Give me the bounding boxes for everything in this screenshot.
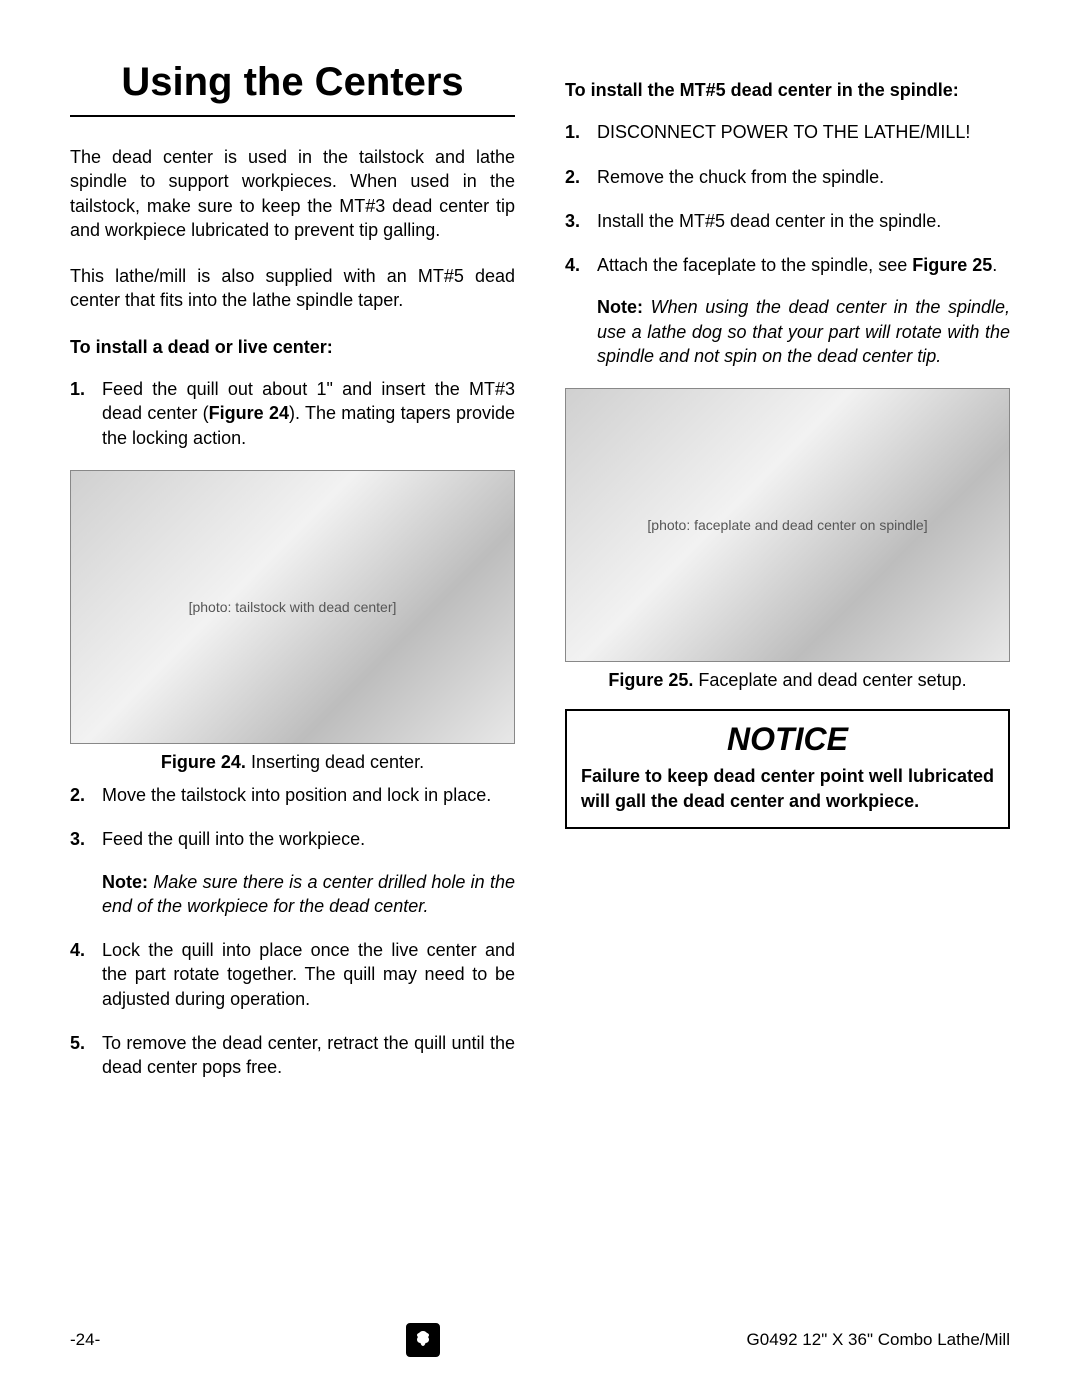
brand-logo-icon <box>406 1323 440 1357</box>
left-step-4: Lock the quill into place once the live … <box>70 938 515 1011</box>
manual-page: Using the Centers The dead center is use… <box>0 0 1080 1397</box>
right-step-1: DISCONNECT POWER TO THE LATHE/MILL! <box>565 120 1010 144</box>
left-column: Using the Centers The dead center is use… <box>70 60 515 1100</box>
page-number: -24- <box>70 1330 100 1350</box>
notice-box: NOTICE Failure to keep dead center point… <box>565 709 1010 829</box>
left-steps-list-cont: Move the tailstock into position and loc… <box>70 783 515 1080</box>
step-text: Move the tailstock into position and loc… <box>102 785 491 805</box>
notice-body: Failure to keep dead center point well l… <box>581 764 994 813</box>
intro-paragraph-1: The dead center is used in the tailstock… <box>70 145 515 242</box>
step-text: DISCONNECT POWER TO THE LATHE/MILL! <box>597 122 970 142</box>
left-step-2: Move the tailstock into position and loc… <box>70 783 515 807</box>
left-step-3: Feed the quill into the workpiece. Note:… <box>70 827 515 918</box>
figure-ref: Figure 24 <box>209 403 289 423</box>
right-column: To install the MT#5 dead center in the s… <box>565 60 1010 1100</box>
right-step-2: Remove the chuck from the spindle. <box>565 165 1010 189</box>
note-label: Note: <box>102 872 148 892</box>
left-procedure-heading: To install a dead or live center: <box>70 335 515 359</box>
step-text-pre: Attach the faceplate to the spindle, see <box>597 255 912 275</box>
figure-24-caption-text: Inserting dead center. <box>251 752 424 772</box>
right-step-4-note: Note: When using the dead center in the … <box>597 295 1010 368</box>
right-step-4: Attach the faceplate to the spindle, see… <box>565 253 1010 368</box>
step-text: Feed the quill into the workpiece. <box>102 829 365 849</box>
note-body: Make sure there is a center drilled hole… <box>102 872 515 916</box>
figure-24-label: Figure 24. <box>161 752 246 772</box>
left-steps-list: Feed the quill out about 1" and insert t… <box>70 377 515 450</box>
figure-ref: Figure 25 <box>912 255 992 275</box>
page-footer: -24- G0492 12" X 36" Combo Lathe/Mill <box>70 1323 1010 1357</box>
figure-24-caption: Figure 24. Inserting dead center. <box>70 752 515 773</box>
figure-25: [photo: faceplate and dead center on spi… <box>565 388 1010 691</box>
section-title: Using the Centers <box>70 60 515 117</box>
figure-25-label: Figure 25. <box>608 670 693 690</box>
right-procedure-heading: To install the MT#5 dead center in the s… <box>565 78 1010 102</box>
left-step-1: Feed the quill out about 1" and insert t… <box>70 377 515 450</box>
document-title: G0492 12" X 36" Combo Lathe/Mill <box>747 1330 1010 1350</box>
figure-25-caption: Figure 25. Faceplate and dead center set… <box>565 670 1010 691</box>
left-step-5: To remove the dead center, retract the q… <box>70 1031 515 1080</box>
step-text: Lock the quill into place once the live … <box>102 940 515 1009</box>
step-text-post: . <box>992 255 997 275</box>
figure-24: [photo: tailstock with dead center] Figu… <box>70 470 515 773</box>
notice-title: NOTICE <box>581 721 994 758</box>
right-steps-list: DISCONNECT POWER TO THE LATHE/MILL! Remo… <box>565 120 1010 368</box>
step-text: To remove the dead center, retract the q… <box>102 1033 515 1077</box>
step-text: Install the MT#5 dead center in the spin… <box>597 211 941 231</box>
figure-25-caption-text: Faceplate and dead center setup. <box>698 670 966 690</box>
figure-24-image: [photo: tailstock with dead center] <box>70 470 515 744</box>
step-text: Remove the chuck from the spindle. <box>597 167 884 187</box>
two-column-layout: Using the Centers The dead center is use… <box>70 60 1010 1100</box>
note-body: When using the dead center in the spindl… <box>597 297 1010 366</box>
intro-paragraph-2: This lathe/mill is also supplied with an… <box>70 264 515 313</box>
note-label: Note: <box>597 297 643 317</box>
right-step-3: Install the MT#5 dead center in the spin… <box>565 209 1010 233</box>
figure-25-image: [photo: faceplate and dead center on spi… <box>565 388 1010 662</box>
left-step-3-note: Note: Make sure there is a center drille… <box>102 870 515 919</box>
